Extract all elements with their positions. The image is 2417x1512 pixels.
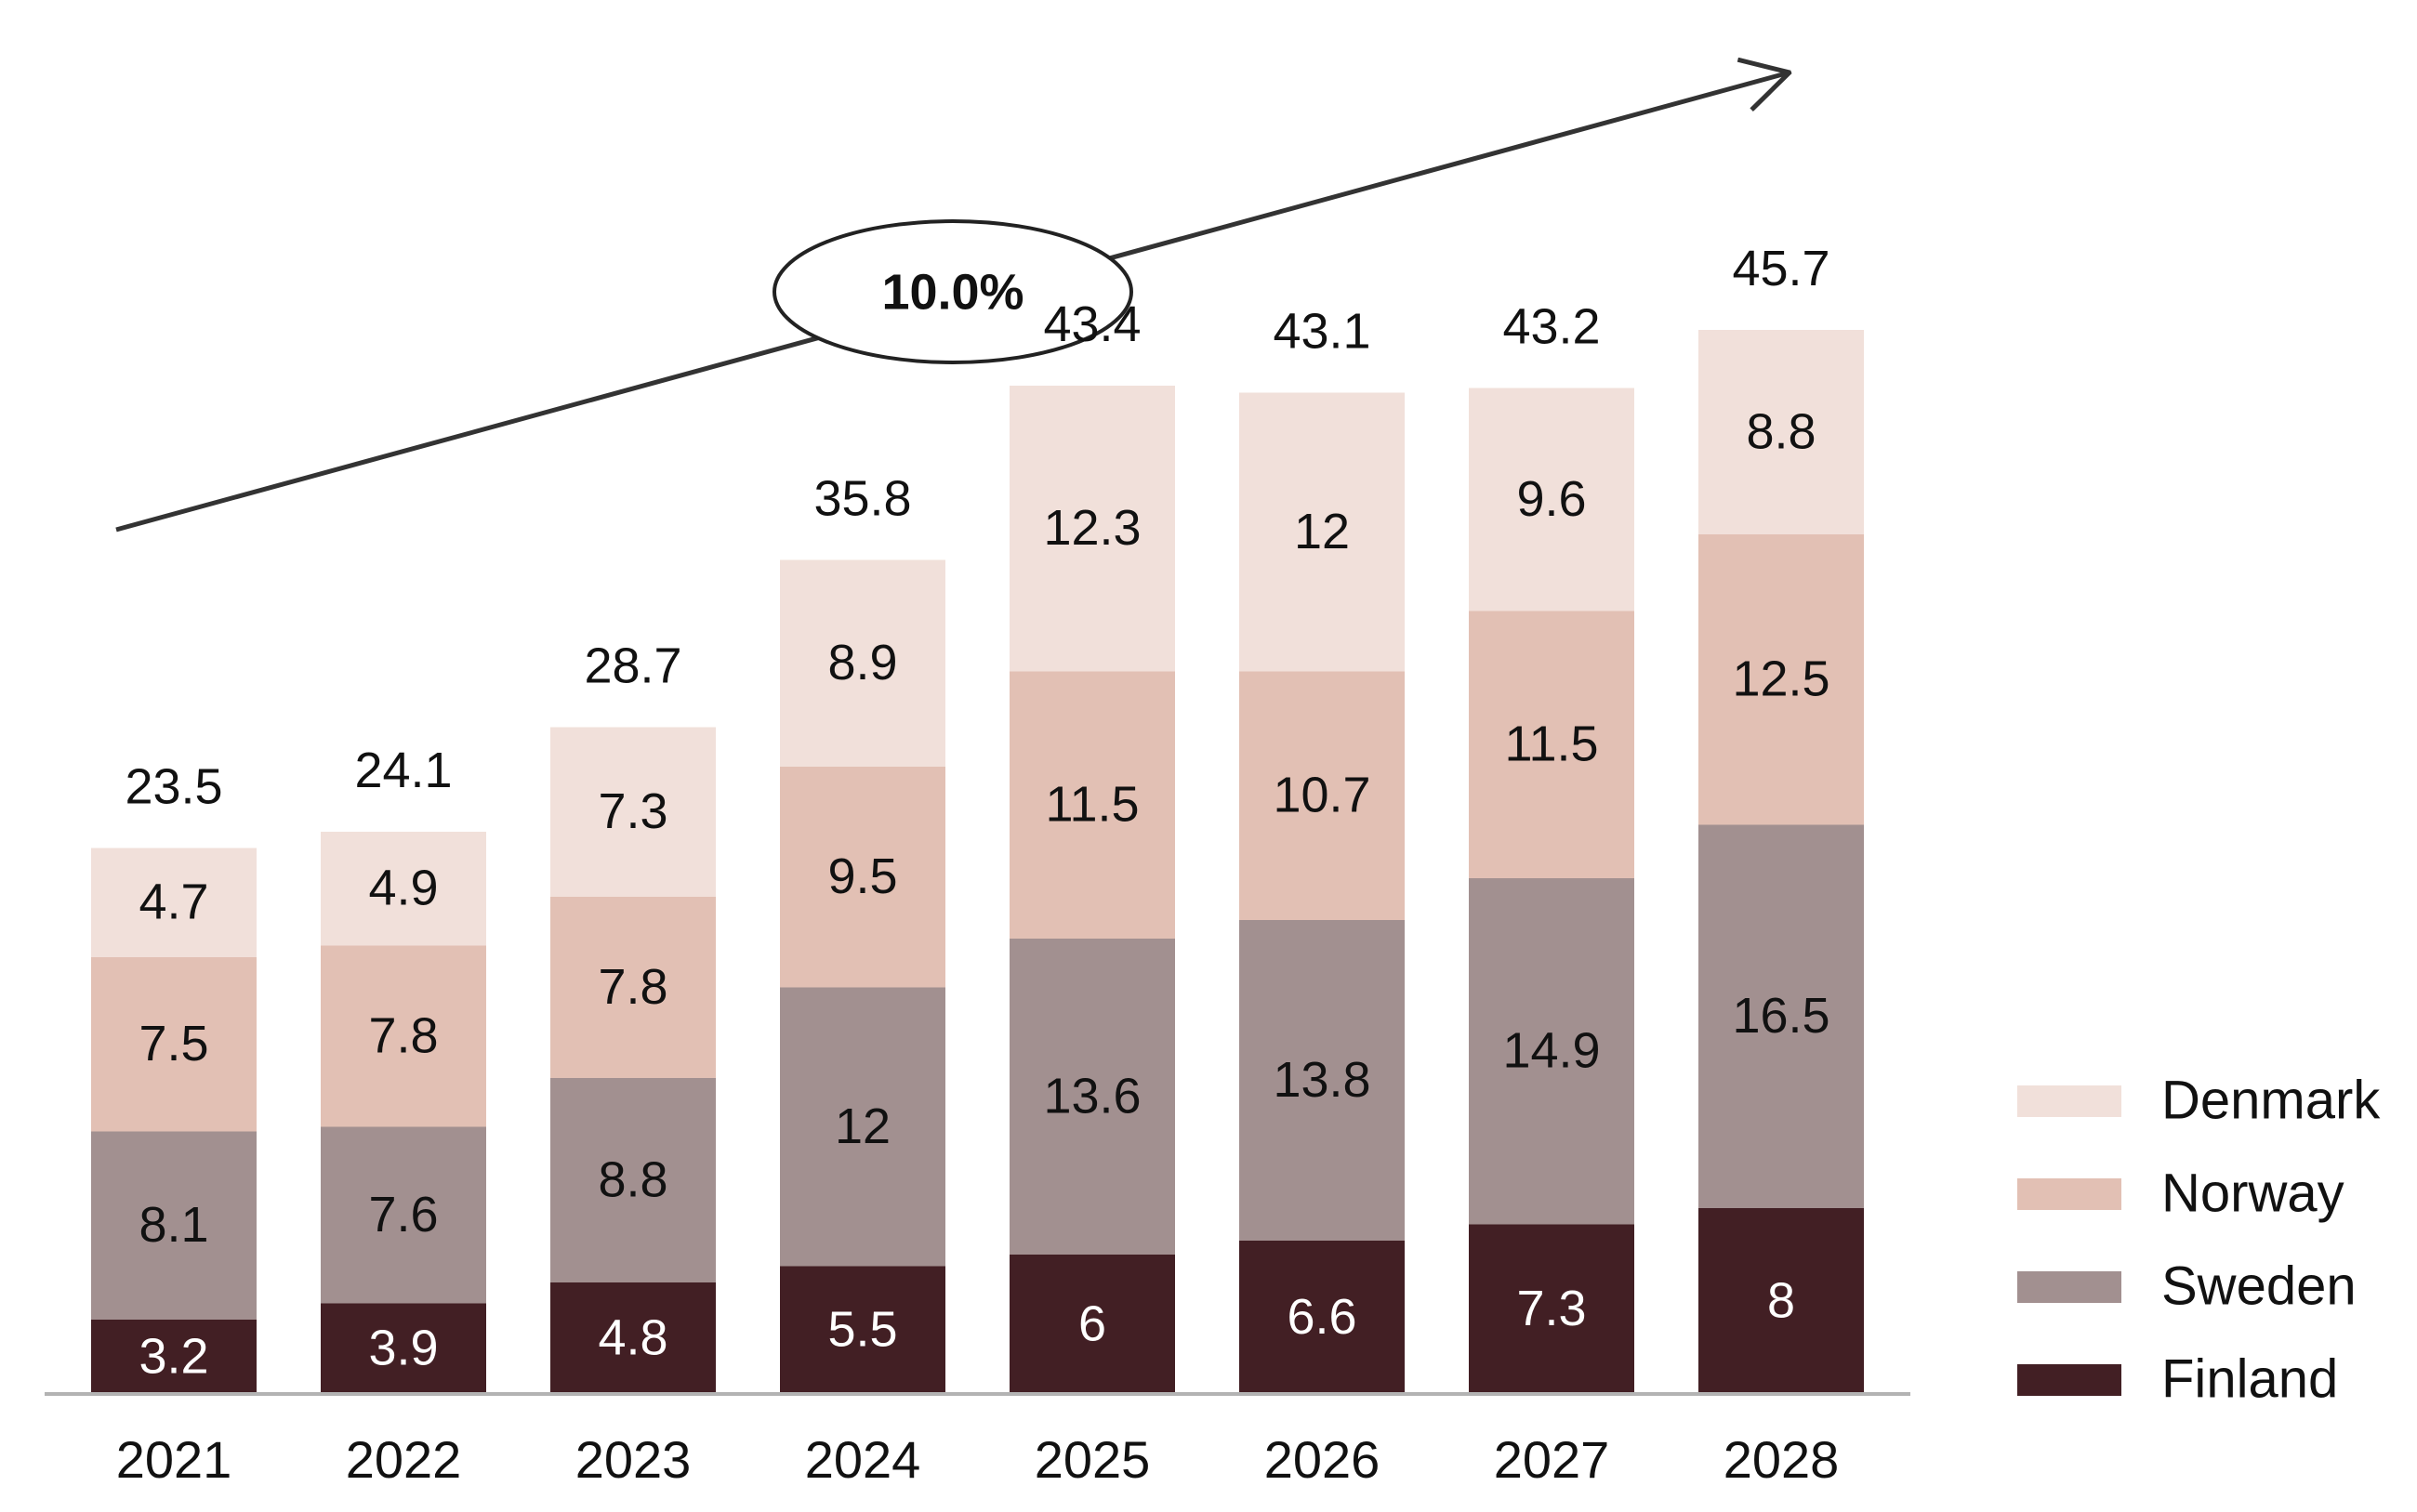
x-tick-label-2024: 2024 [805,1430,921,1489]
bar-segment-finland-2024 [780,1266,945,1394]
bar-segment-sweden-2026 [1239,920,1405,1241]
bar-segment-finland-2028 [1698,1208,1864,1394]
total-label-2021: 23.5 [125,759,222,815]
x-tick-label-2023: 2023 [575,1430,692,1489]
data-label-finland-2028: 8 [1767,1272,1795,1328]
total-label-2027: 43.2 [1502,299,1600,355]
data-label-denmark-2026: 12 [1294,504,1350,559]
legend-swatch-denmark [2017,1085,2121,1117]
bar-segment-norway-2027 [1469,611,1634,878]
bar-segment-sweden-2028 [1698,824,1864,1208]
bar-segment-finland-2023 [550,1282,716,1394]
legend-swatch-finland [2017,1364,2121,1396]
bar-segment-norway-2028 [1698,534,1864,825]
data-label-sweden-2021: 8.1 [139,1197,208,1253]
x-axis-ticks: 2021 2022 2023 2024 2025 2026 2027 2028 [116,1430,1840,1489]
bar-segment-sweden-2027 [1469,878,1634,1225]
data-label-norway-2024: 9.5 [827,848,897,904]
growth-annotation: 10.0% [115,72,1790,532]
data-label-norway-2025: 11.5 [1045,777,1139,833]
bar-segment-finland-2022 [321,1303,486,1394]
total-label-2028: 45.7 [1732,241,1829,296]
data-label-sweden-2028: 16.5 [1732,988,1829,1044]
bar-segment-norway-2025 [1010,671,1175,939]
x-tick-label-2021: 2021 [116,1430,232,1489]
data-label-norway-2021: 7.5 [139,1016,208,1072]
data-label-norway-2022: 7.8 [368,1007,438,1063]
legend-label-sweden: Sweden [2161,1256,2357,1316]
data-label-denmark-2021: 4.7 [139,874,208,930]
bar-segment-norway-2023 [550,897,716,1078]
data-label-finland-2024: 5.5 [827,1302,897,1358]
data-label-sweden-2025: 13.6 [1043,1068,1141,1124]
legend-swatch-norway [2017,1178,2121,1210]
legend: Denmark Norway Sweden Finland [2017,1070,2381,1409]
bar-segment-denmark-2027 [1469,388,1634,611]
bar-segment-denmark-2026 [1239,392,1405,672]
totals-group: 23.5 24.1 28.7 35.8 43.4 43.1 43.2 45.7 [125,241,1829,815]
total-label-2022: 24.1 [354,743,452,798]
data-label-finland-2022: 3.9 [368,1321,438,1376]
bar-segment-sweden-2023 [550,1078,716,1282]
data-label-denmark-2028: 8.8 [1746,403,1816,459]
bar-segment-norway-2026 [1239,671,1405,920]
bar-segment-sweden-2022 [321,1126,486,1304]
bar-segment-finland-2026 [1239,1241,1405,1394]
bar-segment-sweden-2025 [1010,939,1175,1255]
bar-segment-denmark-2025 [1010,386,1175,672]
total-label-2023: 28.7 [584,638,681,694]
data-label-sweden-2027: 14.9 [1502,1023,1600,1079]
x-tick-label-2022: 2022 [346,1430,462,1489]
bar-segment-sweden-2024 [780,987,945,1267]
total-label-2026: 43.1 [1273,304,1370,360]
x-tick-label-2028: 2028 [1724,1430,1840,1489]
data-label-finland-2023: 4.8 [598,1309,667,1365]
bar-segment-denmark-2028 [1698,330,1864,534]
data-label-norway-2026: 10.7 [1273,768,1370,823]
legend-label-denmark: Denmark [2161,1070,2381,1130]
legend-label-norway: Norway [2161,1163,2344,1223]
growth-rate-label: 10.0% [881,264,1024,320]
bar-segment-norway-2021 [91,957,257,1132]
total-label-2025: 43.4 [1043,296,1141,352]
x-tick-label-2027: 2027 [1494,1430,1610,1489]
bar-segment-finland-2027 [1469,1224,1634,1394]
bar-segment-sweden-2021 [91,1131,257,1320]
data-label-finland-2026: 6.6 [1287,1289,1356,1345]
data-label-denmark-2027: 9.6 [1516,471,1586,527]
x-tick-label-2026: 2026 [1264,1430,1380,1489]
legend-label-finland: Finland [2161,1348,2338,1409]
data-label-sweden-2026: 13.8 [1273,1052,1370,1108]
legend-swatch-sweden [2017,1271,2121,1303]
bar-segment-denmark-2024 [780,559,945,767]
bar-segment-finland-2021 [91,1320,257,1394]
bar-segment-finland-2025 [1010,1255,1175,1394]
data-label-norway-2023: 7.8 [598,959,667,1015]
data-label-norway-2028: 12.5 [1732,651,1829,707]
bar-segment-norway-2024 [780,767,945,988]
data-label-denmark-2025: 12.3 [1043,500,1141,556]
growth-rate-ellipse [773,219,1133,364]
data-label-finland-2025: 6 [1078,1295,1106,1351]
bar-segment-denmark-2023 [550,727,716,897]
data-label-denmark-2024: 8.9 [827,635,897,690]
bars-group: 3.2 8.1 7.5 4.7 3.9 7.6 7.8 4.9 4.8 8.8 7.8 7.3 5.5 1… [91,330,1864,1394]
data-label-denmark-2023: 7.3 [598,783,667,839]
data-label-denmark-2022: 4.9 [368,861,438,916]
data-label-sweden-2022: 7.6 [368,1187,438,1242]
data-label-finland-2027: 7.3 [1516,1281,1586,1336]
x-tick-label-2025: 2025 [1035,1430,1151,1489]
bar-segment-norway-2022 [321,945,486,1127]
data-label-finland-2021: 3.2 [139,1328,208,1384]
bar-segment-denmark-2022 [321,832,486,946]
data-label-sweden-2023: 8.8 [598,1151,667,1207]
data-label-norway-2027: 11.5 [1504,717,1598,772]
bar-segment-denmark-2021 [91,848,257,957]
total-label-2024: 35.8 [813,471,911,527]
data-label-sweden-2024: 12 [835,1098,891,1154]
